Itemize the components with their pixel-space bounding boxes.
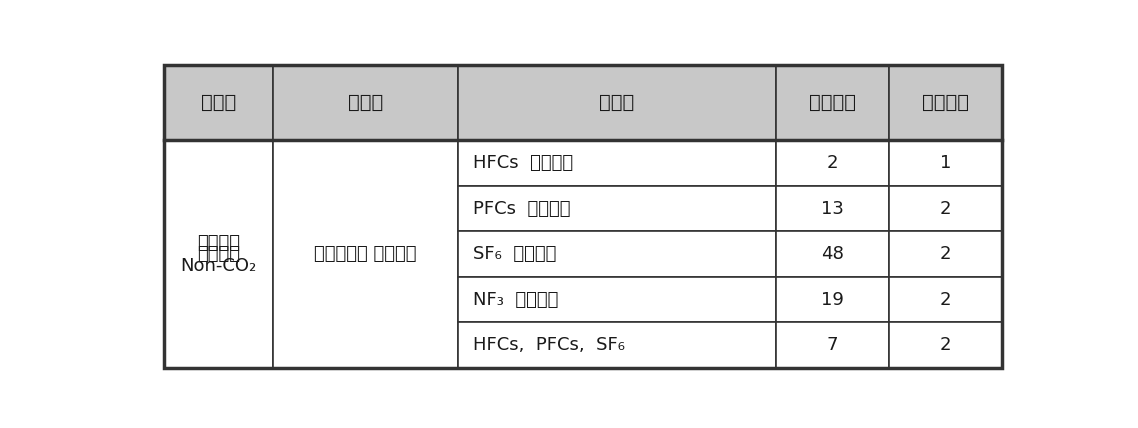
Text: 저감기술: 저감기술 (197, 234, 240, 252)
Text: 2: 2 (940, 291, 951, 309)
Text: 중분류: 중분류 (348, 93, 384, 112)
Bar (889, 186, 1003, 231)
Bar (164, 140, 273, 368)
Bar (457, 140, 776, 186)
Text: 2: 2 (826, 154, 839, 172)
Text: 소분류: 소분류 (599, 93, 634, 112)
Text: 주요특허: 주요특허 (809, 93, 856, 112)
Bar (273, 65, 457, 140)
Bar (164, 65, 273, 140)
Bar (889, 322, 1003, 368)
Bar (889, 231, 1003, 277)
Bar (457, 65, 776, 140)
Bar (457, 322, 776, 368)
Text: 48: 48 (820, 245, 844, 263)
Text: 7: 7 (826, 336, 839, 354)
Text: PFCs  저감기술: PFCs 저감기술 (473, 199, 571, 217)
Text: Non-CO₂: Non-CO₂ (181, 256, 257, 275)
Bar (776, 186, 889, 231)
Bar (457, 186, 776, 231)
Text: 대분류: 대분류 (201, 93, 237, 112)
Bar (457, 231, 776, 277)
Text: HFCs  저감기술: HFCs 저감기술 (473, 154, 574, 172)
Text: HFCs,  PFCs,  SF₆: HFCs, PFCs, SF₆ (473, 336, 626, 354)
Bar (889, 277, 1003, 322)
Text: 2: 2 (940, 336, 951, 354)
Bar (776, 277, 889, 322)
Text: 불소화합물 저감기술: 불소화합물 저감기술 (314, 245, 417, 263)
Text: 2: 2 (940, 199, 951, 217)
Bar (776, 231, 889, 277)
Text: NF₃  저감기술: NF₃ 저감기술 (473, 291, 559, 309)
Bar (889, 140, 1003, 186)
Text: 핵심특허: 핵심특허 (922, 93, 970, 112)
Text: 19: 19 (820, 291, 844, 309)
Text: 13: 13 (820, 199, 844, 217)
Text: SF₆  저감기술: SF₆ 저감기술 (473, 245, 556, 263)
Bar (273, 140, 457, 368)
Bar (889, 65, 1003, 140)
Text: 2: 2 (940, 245, 951, 263)
Bar (776, 140, 889, 186)
Text: 1: 1 (940, 154, 951, 172)
Text: 온실가스: 온실가스 (197, 245, 240, 263)
Bar (776, 322, 889, 368)
Bar (457, 277, 776, 322)
Bar (776, 65, 889, 140)
